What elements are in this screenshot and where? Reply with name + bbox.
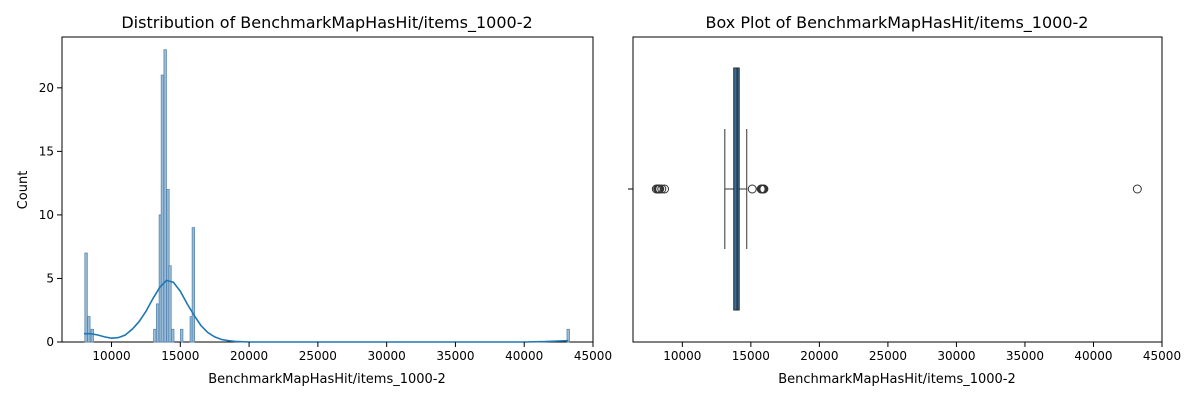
- x-tick-label: 35000: [1006, 349, 1044, 363]
- histogram-bar: [87, 316, 91, 343]
- histogram-bar: [163, 49, 167, 343]
- boxplot-x-ticks: 10000 15000 20000 25000 30000 35000 40000 45000: [663, 342, 1181, 363]
- boxplot-box: [724, 67, 748, 311]
- x-tick-label: 15000: [161, 349, 199, 363]
- outlier-point: [1132, 184, 1142, 194]
- x-tick-label: 25000: [299, 349, 337, 363]
- histogram-bar: [171, 328, 175, 343]
- boxplot-panel: 10000 15000 20000 25000 30000 35000 40000 45000…: [628, 13, 1181, 387]
- histogram-y-ticks: 0 5 10 15 20: [39, 81, 62, 349]
- outlier-point: [660, 184, 670, 194]
- y-tick-label: 0: [46, 335, 54, 349]
- x-tick-label: 40000: [1074, 349, 1112, 363]
- x-tick-label: 20000: [800, 349, 838, 363]
- x-tick-label: 30000: [368, 349, 406, 363]
- y-tick-label: 10: [39, 208, 54, 222]
- histogram-bar: [566, 328, 570, 343]
- x-tick-label: 10000: [663, 349, 701, 363]
- x-tick-label: 20000: [230, 349, 268, 363]
- histogram-bar: [168, 265, 172, 343]
- histogram-title: Distribution of BenchmarkMapHasHit/items…: [121, 13, 532, 33]
- outlier-point: [759, 184, 769, 194]
- boxplot-axes-frame: [632, 36, 1163, 343]
- boxplot-x-axis-label: BenchmarkMapHasHit/items_1000-2: [778, 372, 1016, 387]
- histogram-bars: [84, 49, 570, 343]
- kde-curve: [84, 279, 569, 343]
- x-tick-label: 35000: [436, 349, 474, 363]
- x-tick-label: 15000: [732, 349, 770, 363]
- x-tick-label: 25000: [869, 349, 907, 363]
- histogram-axes-frame: [61, 36, 594, 343]
- x-tick-label: 10000: [92, 349, 130, 363]
- y-tick-label: 20: [39, 81, 54, 95]
- histogram-bar: [84, 252, 88, 343]
- histogram-bar: [180, 328, 184, 343]
- outlier-point: [747, 184, 757, 194]
- histogram-bar: [155, 303, 160, 343]
- x-tick-label: 45000: [1143, 349, 1181, 363]
- y-tick-label: 15: [39, 144, 54, 158]
- histogram-x-ticks: 10000 15000 20000 25000 30000 35000 40000 45000: [92, 342, 612, 363]
- histogram-bar: [160, 74, 165, 343]
- x-tick-label: 30000: [937, 349, 975, 363]
- boxplot-outliers: [651, 184, 1142, 194]
- histogram-bar: [90, 328, 94, 343]
- histogram-bar: [191, 227, 196, 343]
- outlier-point: [657, 184, 667, 194]
- histogram-panel: 10000 15000 20000 25000 30000 35000 40000 45000…: [16, 13, 612, 387]
- x-tick-label: 45000: [574, 349, 612, 363]
- boxplot-title: Box Plot of BenchmarkMapHasHit/items_100…: [706, 13, 1089, 33]
- histogram-bar: [153, 328, 157, 343]
- x-tick-label: 40000: [505, 349, 543, 363]
- histogram-y-axis-label: Count: [16, 171, 31, 210]
- y-tick-label: 5: [46, 271, 54, 285]
- interquartile-box: [733, 67, 740, 311]
- histogram-x-axis-label: BenchmarkMapHasHit/items_1000-2: [208, 372, 446, 387]
